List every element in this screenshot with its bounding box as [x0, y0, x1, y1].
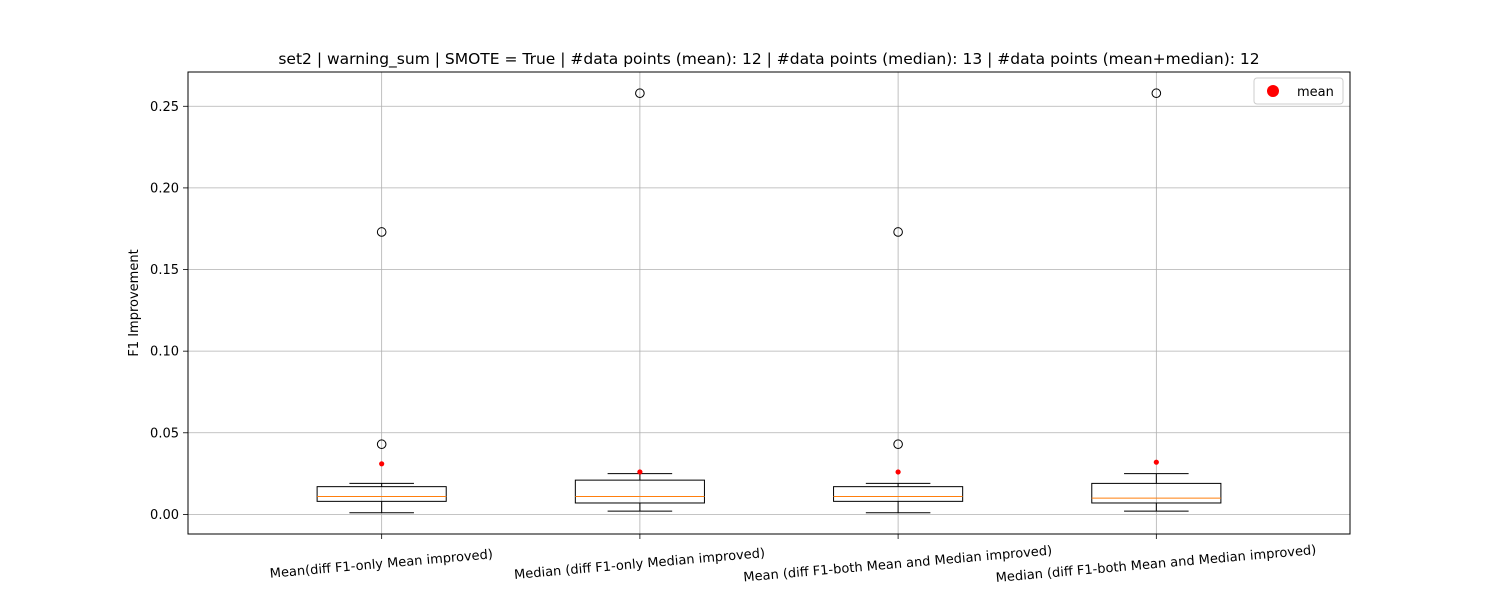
box-body — [833, 486, 964, 502]
mean-point — [1153, 459, 1159, 465]
legend-frame — [1253, 77, 1344, 105]
y-tick-label: 0.20 — [150, 181, 179, 196]
box-body — [574, 479, 705, 504]
box-layer — [316, 88, 1222, 514]
x-tick-label: Median (diff F1-only Median improved) — [514, 546, 766, 583]
outlier-point — [376, 439, 387, 450]
tick-layer: 0.00 0.05 0.10 0.15 0.20 0.25 Mean(diff F1-onl… — [150, 100, 1317, 586]
box-group — [316, 227, 447, 514]
outlier-point — [1151, 88, 1162, 99]
grid-lines — [188, 72, 1350, 534]
legend-mean-label: mean — [1297, 85, 1334, 100]
x-tick-label: Mean(diff F1-only Mean improved) — [269, 547, 493, 581]
y-tick-label: 0.00 — [150, 508, 179, 523]
plot-frame — [187, 71, 1351, 535]
outlier-point — [635, 88, 645, 99]
y-tick-label: 0.10 — [150, 345, 179, 360]
y-tick-label: 0.25 — [150, 100, 179, 115]
mean-point — [895, 469, 901, 475]
legend: mean — [1253, 77, 1344, 105]
chart-title: set2 | warning_sum | SMOTE = True | #dat… — [278, 50, 1259, 69]
box-group — [833, 227, 964, 514]
y-tick-label: 0.05 — [150, 426, 179, 441]
legend-mean-marker — [1267, 85, 1279, 97]
mean-point — [637, 469, 643, 475]
outlier-point — [376, 227, 387, 237]
box-body — [1091, 482, 1222, 504]
mean-point — [379, 461, 385, 467]
box-group — [1091, 88, 1222, 512]
box-group — [574, 88, 705, 512]
outlier-point — [893, 439, 903, 450]
outlier-point — [893, 227, 903, 237]
y-axis-label: F1 Improvement — [127, 249, 142, 356]
box-body — [316, 486, 447, 502]
y-tick-label: 0.15 — [150, 263, 179, 278]
